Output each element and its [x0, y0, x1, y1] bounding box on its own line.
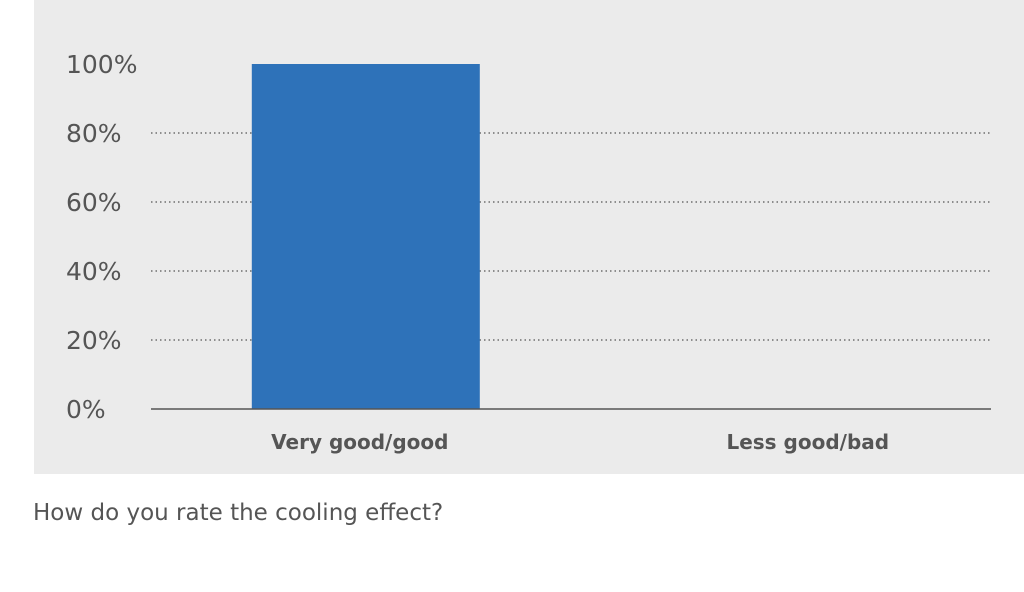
bars: [251, 64, 480, 409]
y-tick-label-100: 100%: [66, 50, 137, 79]
y-tick-label-40: 40%: [66, 257, 122, 286]
y-tick-label-20: 20%: [66, 326, 122, 355]
x-category-label-1: Less good/bad: [726, 430, 889, 454]
y-tick-label-0: 0%: [66, 395, 106, 424]
bar-chart: 0% 20% 40% 60% 80% 100% Very good/good Less go…: [66, 50, 991, 454]
x-category-labels: Very good/good Less good/bad: [271, 430, 889, 454]
bar-0: [251, 64, 480, 409]
y-tick-label-60: 60%: [66, 188, 122, 217]
chart-panel: [34, 0, 1024, 474]
y-tick-labels: 0% 20% 40% 60% 80% 100%: [66, 50, 137, 424]
chart-caption: How do you rate the cooling effect?: [33, 500, 444, 526]
x-category-label-0: Very good/good: [271, 430, 448, 454]
y-tick-label-80: 80%: [66, 119, 122, 148]
